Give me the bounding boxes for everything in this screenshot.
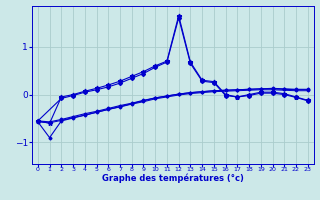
X-axis label: Graphe des températures (°c): Graphe des températures (°c) [102, 174, 244, 183]
